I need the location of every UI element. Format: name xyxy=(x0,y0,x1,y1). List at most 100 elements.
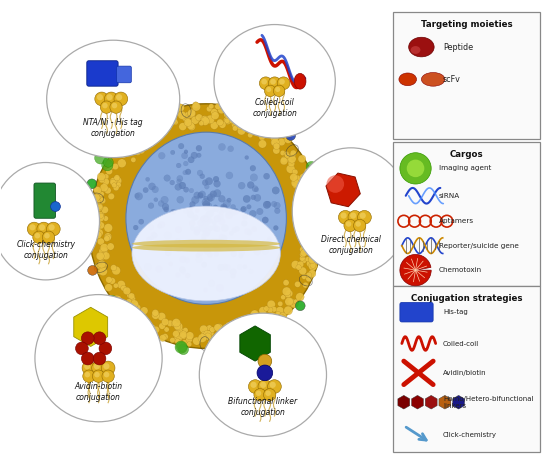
Circle shape xyxy=(292,169,298,175)
Circle shape xyxy=(111,183,117,188)
Circle shape xyxy=(115,182,121,188)
Circle shape xyxy=(201,116,208,124)
Circle shape xyxy=(167,113,172,118)
Circle shape xyxy=(219,219,225,225)
Text: Direct chemical
conjugation: Direct chemical conjugation xyxy=(321,236,381,255)
Circle shape xyxy=(350,213,356,219)
Circle shape xyxy=(280,131,284,136)
Circle shape xyxy=(148,225,154,230)
Circle shape xyxy=(176,247,181,252)
Circle shape xyxy=(274,142,280,149)
Circle shape xyxy=(200,216,207,223)
Circle shape xyxy=(132,302,140,310)
Circle shape xyxy=(300,256,305,261)
Circle shape xyxy=(303,175,312,184)
Circle shape xyxy=(207,343,214,350)
Circle shape xyxy=(103,216,109,221)
Circle shape xyxy=(299,194,305,199)
Circle shape xyxy=(220,334,229,343)
Circle shape xyxy=(189,201,196,207)
Circle shape xyxy=(208,337,216,346)
Circle shape xyxy=(99,267,107,276)
Circle shape xyxy=(155,118,162,125)
Circle shape xyxy=(279,79,285,84)
Circle shape xyxy=(158,152,165,159)
FancyBboxPatch shape xyxy=(117,66,131,83)
Circle shape xyxy=(105,295,119,308)
Circle shape xyxy=(285,292,291,298)
Circle shape xyxy=(200,174,205,179)
Circle shape xyxy=(152,186,158,193)
Circle shape xyxy=(286,157,292,163)
Circle shape xyxy=(272,187,279,194)
Circle shape xyxy=(96,212,105,220)
Circle shape xyxy=(242,109,250,118)
Circle shape xyxy=(99,247,107,256)
Circle shape xyxy=(164,232,172,239)
Circle shape xyxy=(81,332,94,344)
Circle shape xyxy=(159,323,165,329)
Circle shape xyxy=(149,120,155,126)
Circle shape xyxy=(96,252,104,260)
Circle shape xyxy=(208,195,212,199)
Circle shape xyxy=(311,256,319,263)
Circle shape xyxy=(148,126,157,135)
Circle shape xyxy=(217,242,223,248)
Circle shape xyxy=(131,144,139,152)
Circle shape xyxy=(129,296,136,302)
Circle shape xyxy=(348,210,362,224)
Circle shape xyxy=(124,137,130,143)
Circle shape xyxy=(295,281,301,287)
Circle shape xyxy=(94,202,100,208)
Circle shape xyxy=(214,215,220,222)
Circle shape xyxy=(273,143,280,149)
Circle shape xyxy=(102,178,109,185)
Circle shape xyxy=(204,243,209,248)
Circle shape xyxy=(113,295,121,302)
Circle shape xyxy=(233,125,238,131)
Circle shape xyxy=(121,285,127,291)
Circle shape xyxy=(135,305,141,310)
Circle shape xyxy=(239,249,245,255)
Circle shape xyxy=(268,77,281,89)
Circle shape xyxy=(254,194,261,201)
Circle shape xyxy=(199,224,207,232)
Circle shape xyxy=(138,219,144,225)
Circle shape xyxy=(297,194,302,199)
Circle shape xyxy=(225,322,231,328)
Circle shape xyxy=(179,256,186,263)
Circle shape xyxy=(33,231,45,243)
Circle shape xyxy=(258,380,271,393)
Circle shape xyxy=(274,141,281,147)
Circle shape xyxy=(91,202,99,210)
Circle shape xyxy=(97,253,104,260)
Circle shape xyxy=(308,256,316,264)
Circle shape xyxy=(197,153,201,158)
Circle shape xyxy=(277,77,290,89)
Circle shape xyxy=(195,227,199,231)
Circle shape xyxy=(240,208,245,212)
Circle shape xyxy=(253,324,259,331)
Circle shape xyxy=(306,272,312,278)
Circle shape xyxy=(185,119,194,128)
Circle shape xyxy=(213,226,218,231)
Circle shape xyxy=(235,325,242,331)
Circle shape xyxy=(188,123,196,130)
Circle shape xyxy=(224,264,230,271)
Circle shape xyxy=(93,194,100,201)
Circle shape xyxy=(247,240,253,246)
Circle shape xyxy=(226,172,233,179)
Circle shape xyxy=(100,243,109,252)
Circle shape xyxy=(104,233,111,240)
Circle shape xyxy=(156,117,163,124)
Ellipse shape xyxy=(132,240,280,248)
Circle shape xyxy=(270,79,276,84)
Circle shape xyxy=(214,324,221,331)
Circle shape xyxy=(98,260,106,268)
Circle shape xyxy=(89,231,98,240)
Circle shape xyxy=(247,205,251,209)
Circle shape xyxy=(192,196,199,204)
Circle shape xyxy=(300,192,306,199)
Circle shape xyxy=(262,132,269,138)
Circle shape xyxy=(229,231,234,236)
